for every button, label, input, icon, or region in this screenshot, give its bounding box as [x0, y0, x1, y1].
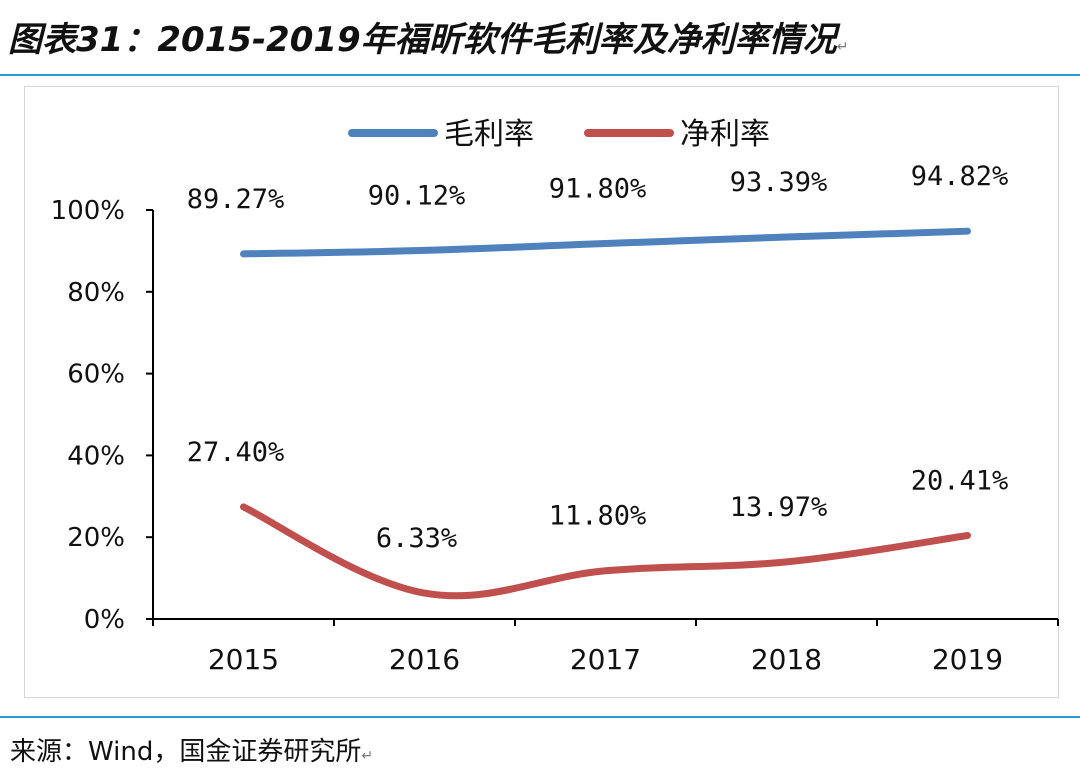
legend-label: 净利率: [680, 117, 770, 152]
data-label: 6.33%: [376, 523, 457, 554]
data-label: 94.82%: [911, 161, 1009, 192]
y-tick-label: 80%: [67, 278, 125, 308]
data-label: 90.12%: [368, 180, 466, 211]
title-divider: [0, 74, 1080, 76]
y-tick-label: 60%: [67, 360, 125, 390]
data-label: 27.40%: [187, 437, 285, 468]
paragraph-mark-icon: ↵: [836, 39, 849, 55]
data-label: 91.80%: [549, 174, 647, 205]
chart-axes: 0% 20% 40% 60% 80% 100% 2015 2016 2017 2018 2019: [51, 196, 1059, 676]
x-tick-label: 2017: [570, 643, 641, 676]
figure-source: 来源：Wind，国金证券研究所↵: [10, 731, 373, 768]
data-label: 89.27%: [187, 184, 285, 215]
x-tick-label: 2016: [389, 643, 460, 676]
chart-legend: 毛利率 净利率: [348, 117, 770, 152]
x-tick-label: 2019: [932, 643, 1003, 676]
chart-frame: [24, 86, 1059, 698]
chart-data-labels: 89.27% 90.12% 91.80% 93.39% 94.82% 27.40% 6.33…: [187, 161, 1009, 554]
chart-series: [240, 227, 971, 600]
x-tick-label: 2018: [751, 643, 822, 676]
source-text: 来源：Wind，国金证券研究所: [10, 737, 362, 767]
series-line-gross-margin: [240, 227, 971, 258]
series-line-net-margin: [240, 503, 971, 600]
legend-label: 毛利率: [444, 117, 534, 152]
y-tick-label: 0%: [84, 605, 125, 635]
paragraph-mark-icon: ↵: [361, 748, 374, 764]
source-divider: [0, 716, 1080, 718]
figure-title: 图表31：2015-2019年福昕软件毛利率及净利率情况↵: [8, 12, 848, 61]
data-label: 13.97%: [730, 492, 828, 523]
data-label: 93.39%: [730, 167, 828, 198]
data-label: 11.80%: [549, 501, 647, 532]
x-tick-label: 2015: [208, 643, 279, 676]
y-tick-label: 40%: [67, 441, 125, 471]
data-label: 20.41%: [911, 466, 1009, 497]
figure-title-text: 图表31：2015-2019年福昕软件毛利率及净利率情况: [8, 20, 837, 60]
line-chart: 毛利率 净利率 0% 20% 40% 60% 80% 100% 2015 2016 2017 201…: [51, 117, 1059, 676]
y-tick-label: 100%: [51, 196, 125, 226]
y-tick-label: 20%: [67, 523, 125, 553]
